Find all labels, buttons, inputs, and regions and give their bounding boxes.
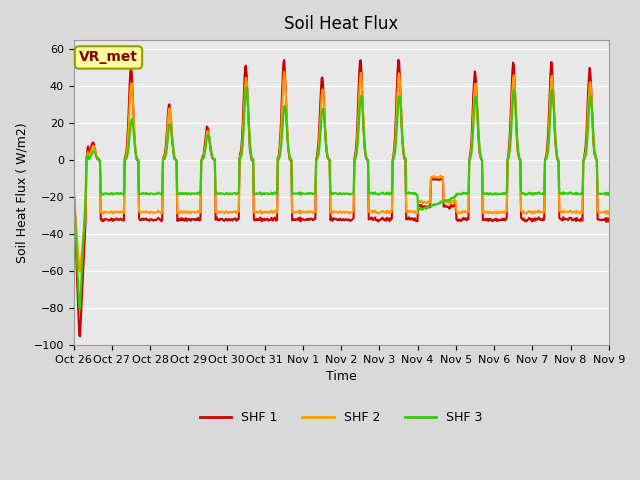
SHF 2 — [522, 210, 530, 216]
SHF 3 — [86, 155, 93, 161]
SHF 1 — [213, 216, 221, 222]
Legend: SHF 1, SHF 2, SHF 3: SHF 1, SHF 2, SHF 3 — [195, 407, 488, 430]
SHF 3 — [246, 140, 253, 145]
SHF 1 — [76, 334, 84, 339]
Line: SHF 1: SHF 1 — [74, 60, 609, 336]
SHF 2 — [86, 153, 93, 158]
Line: SHF 3: SHF 3 — [74, 87, 609, 309]
SHF 1 — [556, 216, 564, 222]
SHF 1 — [394, 57, 402, 63]
SHF 2 — [213, 209, 221, 215]
SHF 2 — [280, 69, 288, 75]
Title: Soil Heat Flux: Soil Heat Flux — [284, 15, 398, 33]
SHF 2 — [605, 211, 612, 216]
SHF 1 — [245, 131, 253, 136]
SHF 3 — [157, 192, 165, 198]
SHF 3 — [76, 306, 84, 312]
Text: VR_met: VR_met — [79, 50, 138, 64]
X-axis label: Time: Time — [326, 371, 356, 384]
Line: SHF 2: SHF 2 — [74, 72, 609, 272]
SHF 1 — [86, 150, 93, 156]
SHF 2 — [556, 209, 564, 215]
SHF 3 — [522, 191, 530, 197]
SHF 2 — [76, 269, 84, 275]
Y-axis label: Soil Heat Flux ( W/m2): Soil Heat Flux ( W/m2) — [15, 122, 28, 263]
SHF 1 — [70, 185, 77, 191]
SHF 3 — [213, 191, 221, 196]
SHF 2 — [157, 211, 165, 216]
SHF 3 — [243, 84, 251, 90]
SHF 2 — [245, 127, 253, 133]
SHF 1 — [157, 218, 165, 224]
SHF 1 — [522, 217, 530, 223]
SHF 3 — [70, 185, 77, 191]
SHF 1 — [605, 218, 612, 224]
SHF 2 — [70, 185, 77, 191]
SHF 3 — [605, 192, 612, 198]
SHF 3 — [556, 191, 564, 196]
